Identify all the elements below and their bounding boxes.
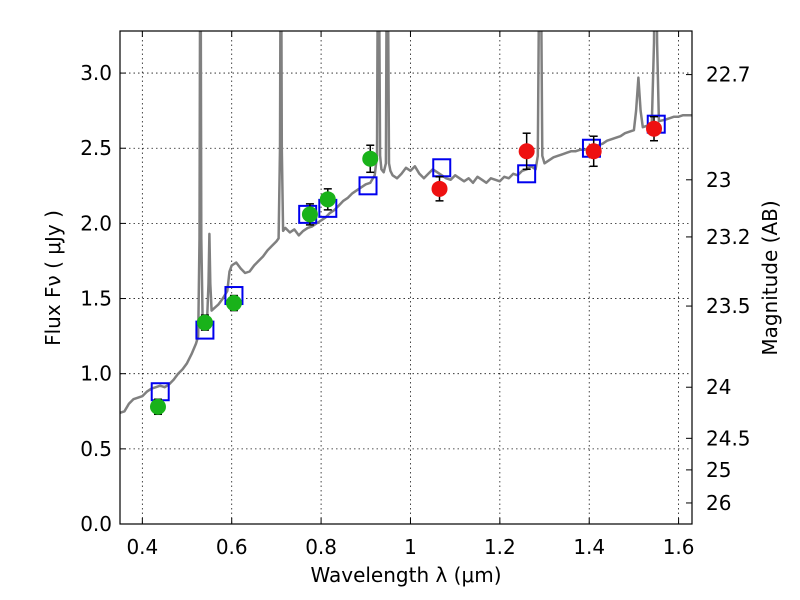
y-tick-label: 0.5 xyxy=(80,437,112,461)
nir-point xyxy=(518,143,535,160)
x-axis-label: Wavelength λ (μm) xyxy=(310,563,501,587)
y2-tick-label: 24 xyxy=(706,375,731,399)
model-photometry-square xyxy=(358,176,378,196)
y-tick-label: 2.0 xyxy=(80,211,112,235)
x-tick-label: 0.6 xyxy=(216,535,248,559)
model-photometry-layer xyxy=(150,114,666,402)
x-tick-label: 0.8 xyxy=(305,535,337,559)
y2-tick-label: 25 xyxy=(706,458,731,482)
x-tick-label: 1.2 xyxy=(484,535,516,559)
optical-point xyxy=(149,398,166,415)
y-tick-label: 3.0 xyxy=(80,61,112,85)
y2-axis-label: Magnitude (AB) xyxy=(758,200,782,355)
model-photometry-square xyxy=(432,158,452,178)
y-axis-label: Flux Fν ( μJy ) xyxy=(41,210,65,346)
x-tick-label: 0.4 xyxy=(126,535,158,559)
optical-point xyxy=(196,314,213,331)
optical-point xyxy=(225,295,242,312)
plot-frame xyxy=(119,30,693,525)
grid xyxy=(120,31,692,525)
y-tick-label: 0.0 xyxy=(80,512,112,536)
y2-tick-label: 26 xyxy=(706,491,731,515)
tick-marks xyxy=(120,31,692,525)
x-tick-label: 1.6 xyxy=(663,535,695,559)
y2-tick-label: 22.7 xyxy=(706,63,751,87)
nir-point xyxy=(646,120,663,137)
y-tick-label: 1.0 xyxy=(80,362,112,386)
nir-point xyxy=(431,180,448,197)
optical-point xyxy=(301,206,318,223)
x-tick-label: 1 xyxy=(404,535,417,559)
y2-tick-label: 23.5 xyxy=(706,294,751,318)
model-spectrum-layer xyxy=(120,31,692,414)
x-tick-label: 1.4 xyxy=(573,535,605,559)
y2-tick-label: 23 xyxy=(706,168,731,192)
optical-point xyxy=(362,150,379,167)
observed-points-layer xyxy=(149,115,663,416)
y2-tick-label: 24.5 xyxy=(706,426,751,450)
tick-labels: 0.4 0.6 0.8 1 1.2 1.4 1.6 0.0 0.5 1.0 1.5 2.0 2.5 3.0… xyxy=(80,61,750,559)
optical-point xyxy=(319,191,336,208)
y-tick-label: 1.5 xyxy=(80,287,112,311)
nir-point xyxy=(585,143,602,160)
model-spectrum-line xyxy=(120,31,692,414)
y-tick-label: 2.5 xyxy=(80,136,112,160)
y2-tick-label: 23.2 xyxy=(706,225,751,249)
